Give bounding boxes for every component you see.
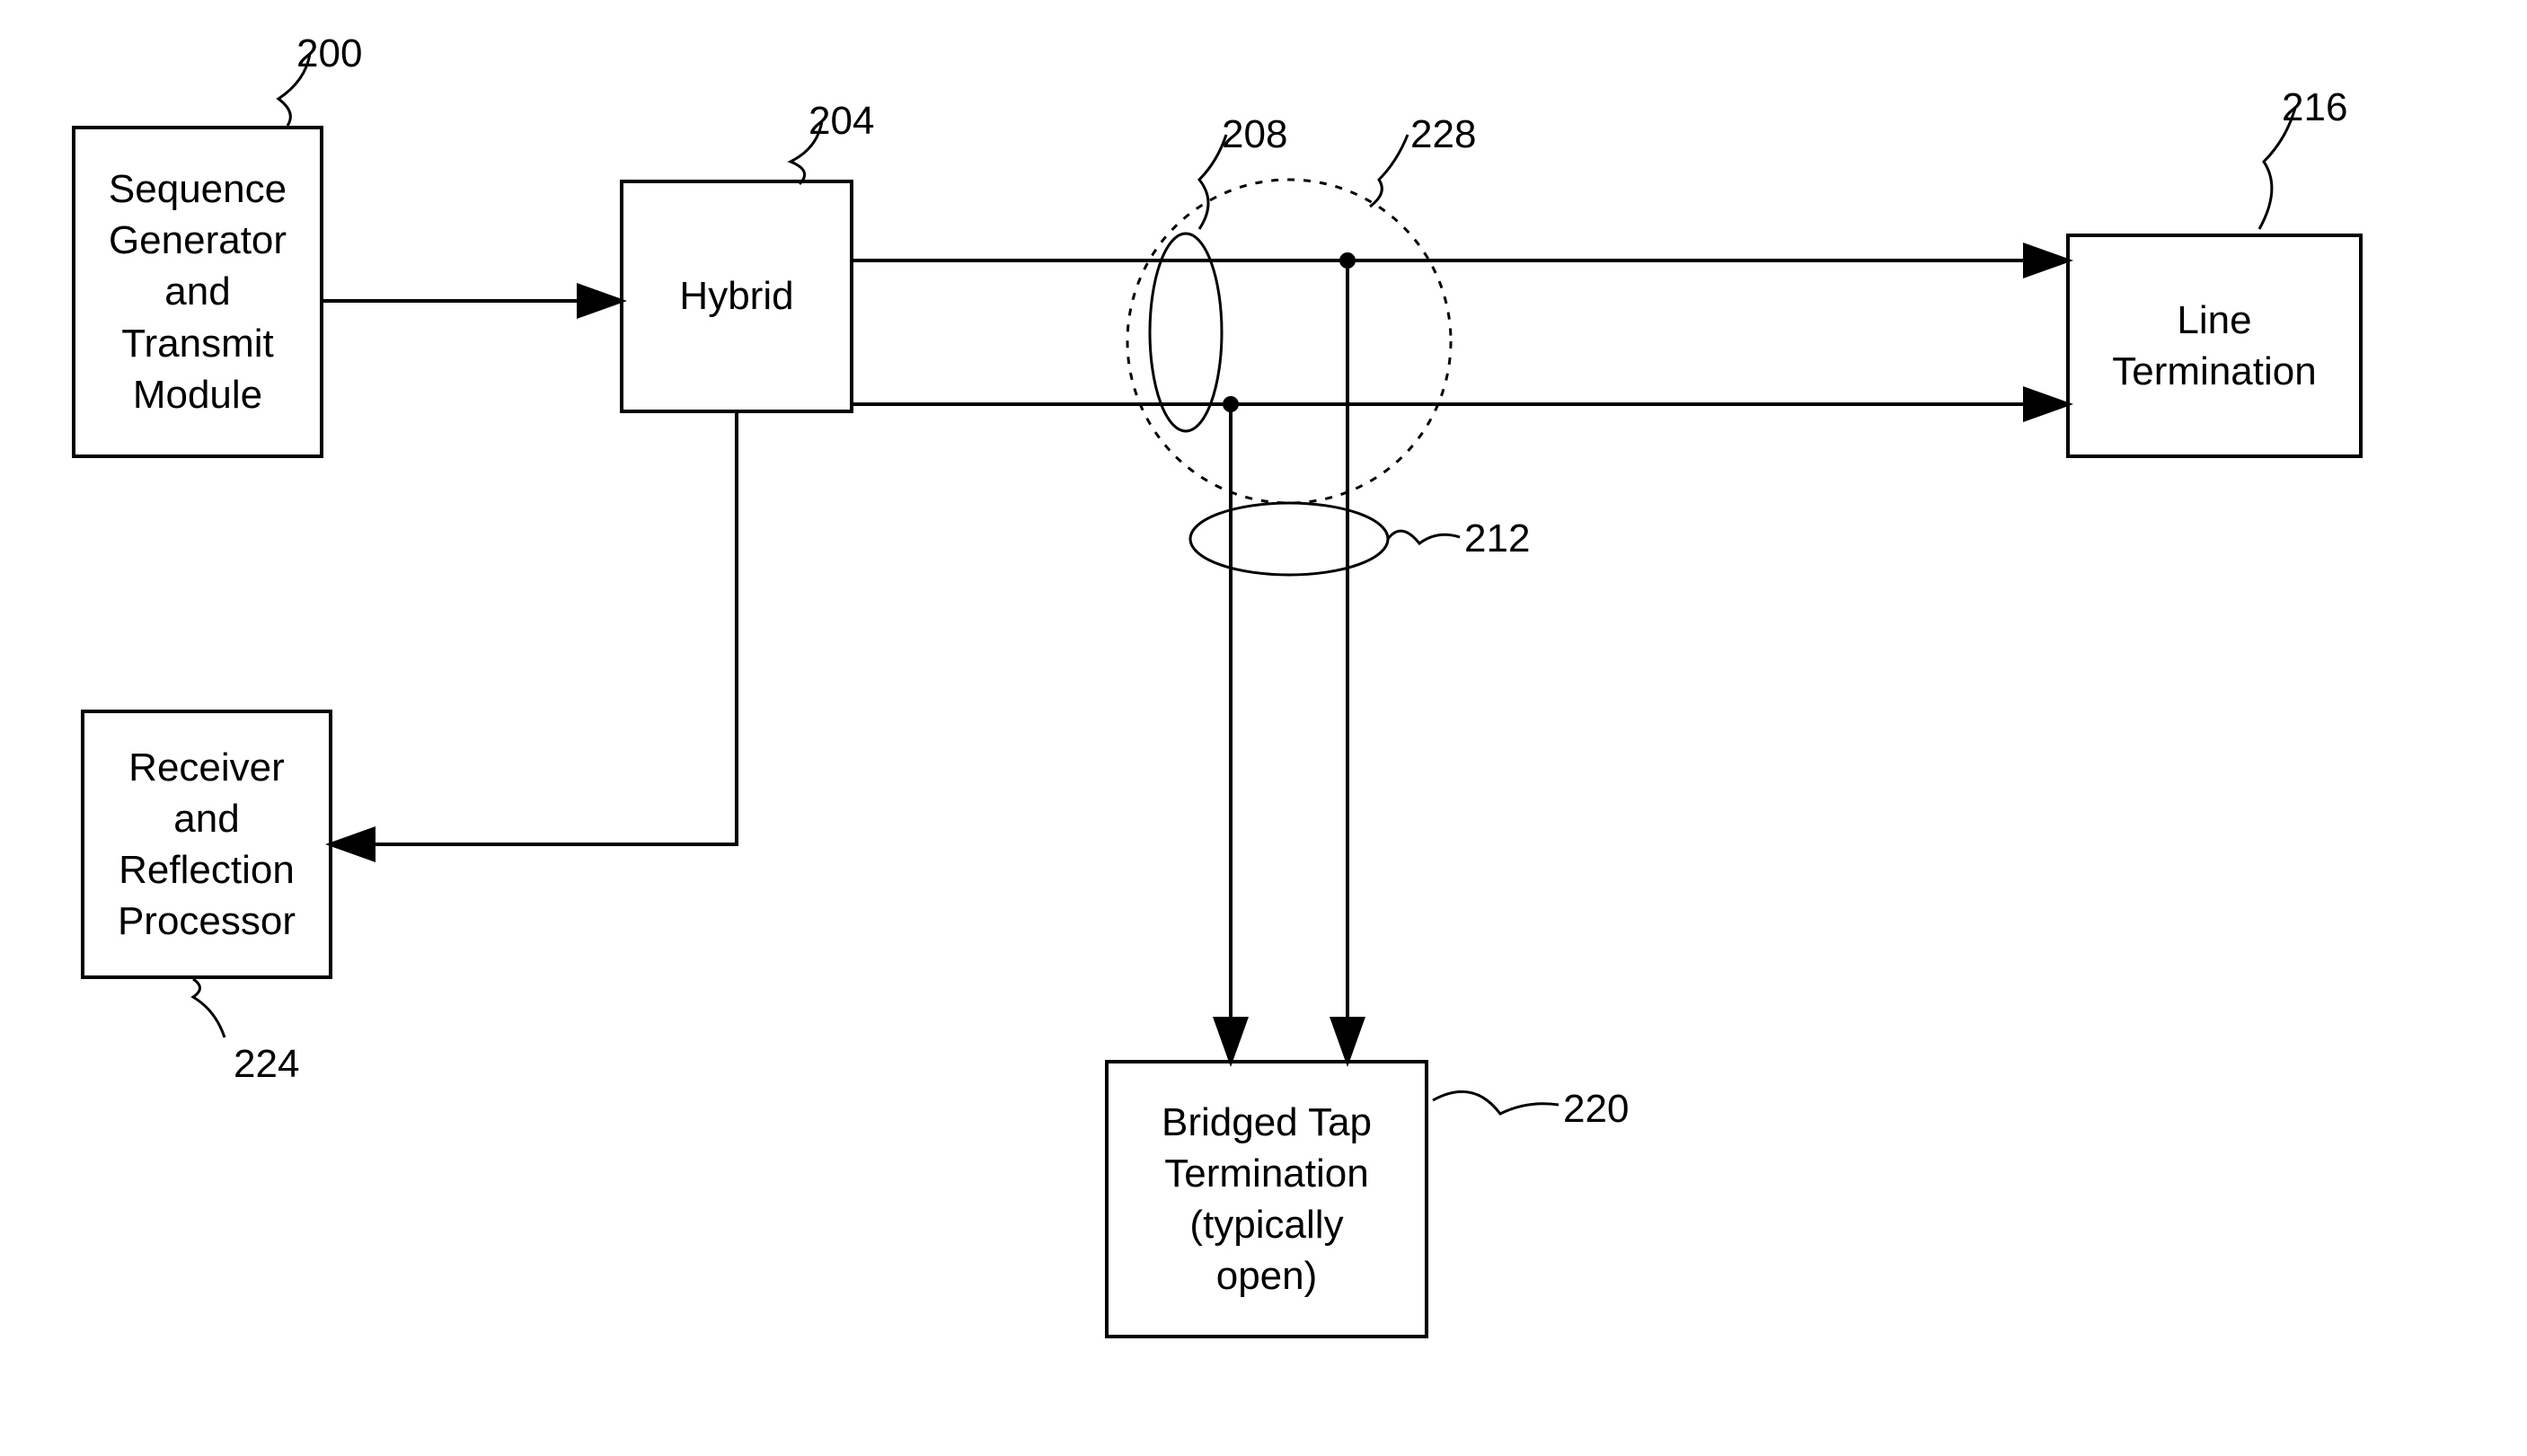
hybrid-label: Hybrid: [679, 270, 793, 322]
receiver-label: ReceiverandReflectionProcessor: [118, 742, 296, 948]
bridged-tap-box: Bridged TapTermination(typicallyopen): [1105, 1060, 1428, 1338]
ref-228: 228: [1410, 112, 1476, 157]
receiver-box: ReceiverandReflectionProcessor: [81, 710, 332, 979]
leader-228: [1370, 135, 1408, 207]
ref-224: 224: [234, 1042, 299, 1087]
junction-228-circle: [1127, 180, 1451, 503]
ref-216: 216: [2282, 85, 2347, 130]
junction-dot-top: [1339, 252, 1356, 269]
edge-hybrid-receiver: [332, 413, 737, 844]
pair-212-ellipse: [1190, 503, 1388, 575]
leader-212: [1388, 531, 1460, 543]
sequence-generator-label: SequenceGeneratorandTransmitModule: [109, 163, 287, 420]
hybrid-box: Hybrid: [620, 180, 853, 413]
ref-212: 212: [1464, 516, 1530, 561]
block-diagram: SequenceGeneratorandTransmitModule Hybri…: [0, 0, 2527, 1456]
ref-200: 200: [296, 31, 362, 76]
leader-224: [193, 979, 225, 1037]
pair-208-ellipse: [1150, 234, 1222, 431]
sequence-generator-box: SequenceGeneratorandTransmitModule: [72, 126, 323, 458]
line-termination-label: LineTermination: [2112, 295, 2316, 397]
bridged-tap-label: Bridged TapTermination(typicallyopen): [1162, 1097, 1372, 1302]
leader-220: [1433, 1091, 1559, 1114]
ref-208: 208: [1222, 112, 1287, 157]
ref-220: 220: [1563, 1087, 1629, 1132]
ref-204: 204: [808, 99, 874, 144]
junction-dot-bot: [1223, 396, 1239, 412]
line-termination-box: LineTermination: [2066, 234, 2363, 458]
